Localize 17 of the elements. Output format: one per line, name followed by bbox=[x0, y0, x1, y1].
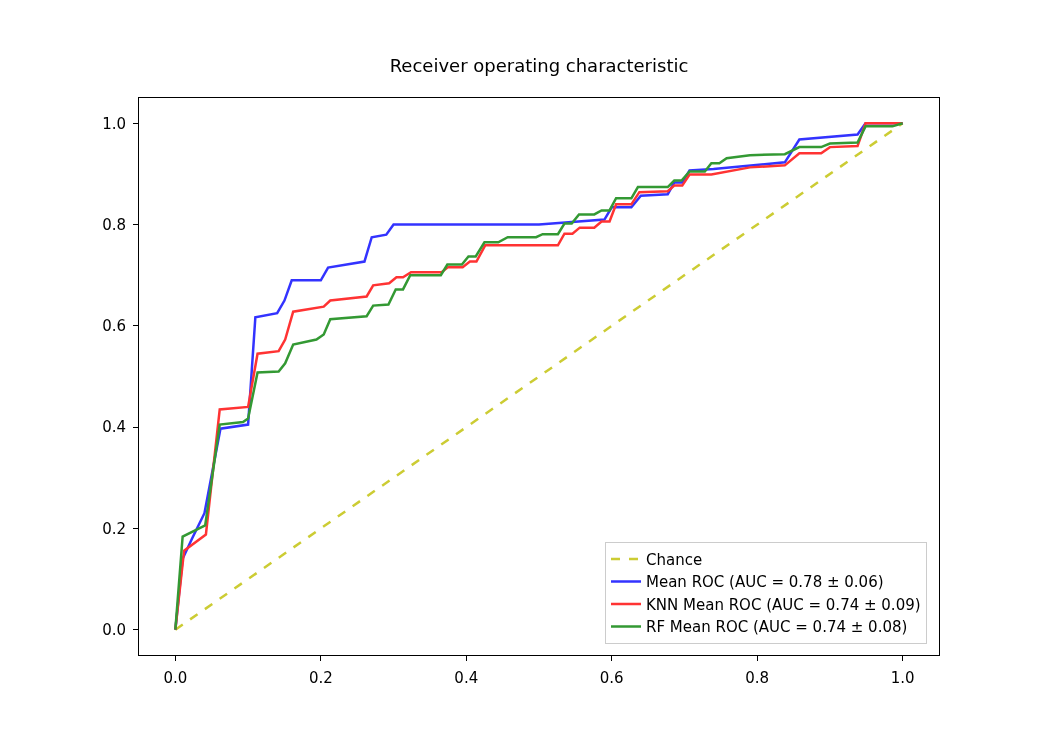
x-tick-label: 0.8 bbox=[745, 669, 770, 687]
x-tick-label: 1.0 bbox=[890, 669, 915, 687]
x-tick-label: 0.4 bbox=[454, 669, 479, 687]
legend-label: RF Mean ROC (AUC = 0.74 ± 0.08) bbox=[646, 618, 908, 637]
y-tick-label: 1.0 bbox=[102, 114, 126, 133]
legend-label: Mean ROC (AUC = 0.78 ± 0.06) bbox=[646, 573, 884, 592]
y-tick-label: 0.4 bbox=[102, 418, 126, 437]
x-tick-label: 0.2 bbox=[308, 669, 333, 687]
legend-label: KNN Mean ROC (AUC = 0.74 ± 0.09) bbox=[646, 595, 921, 614]
x-tick-label: 0.6 bbox=[599, 669, 624, 687]
legend-label: Chance bbox=[646, 550, 703, 569]
y-tick-label: 0.6 bbox=[102, 317, 126, 336]
chart-title: Receiver operating characteristic bbox=[389, 54, 689, 76]
y-tick-label: 0.2 bbox=[102, 519, 126, 538]
x-tick-label: 0.0 bbox=[163, 669, 188, 687]
y-tick-label: 0.0 bbox=[102, 620, 126, 639]
y-tick-label: 0.8 bbox=[102, 215, 126, 234]
